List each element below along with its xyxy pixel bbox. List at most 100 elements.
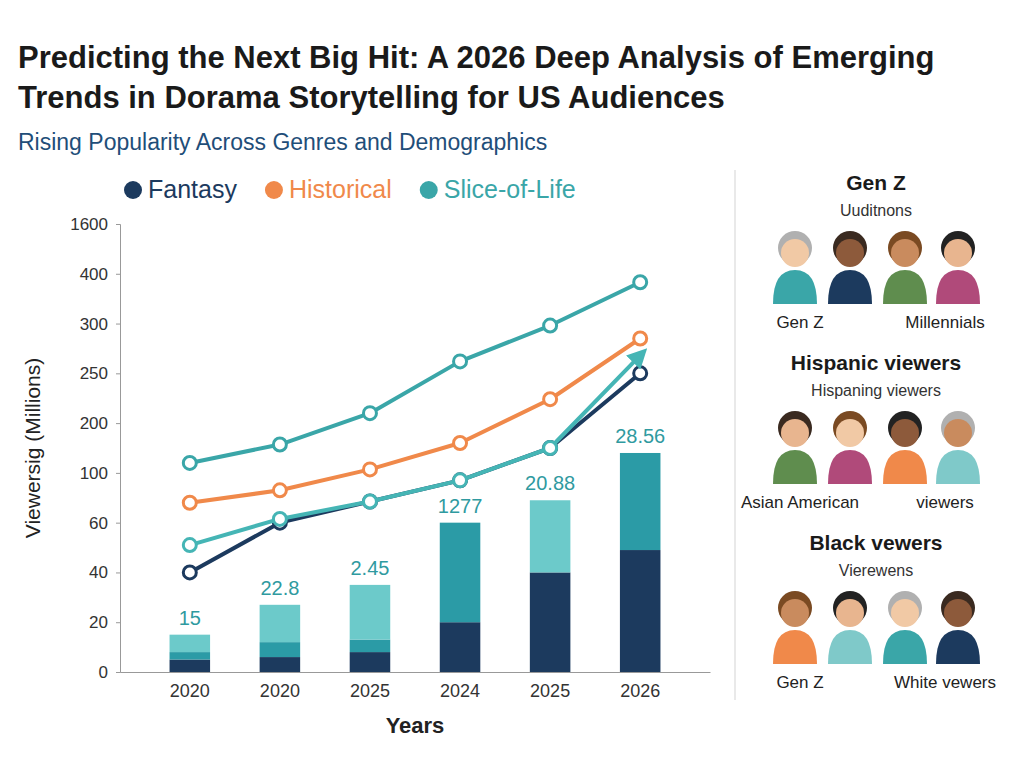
y-tick-mark	[116, 622, 120, 623]
legend-label: Fantasy	[148, 175, 237, 203]
group-caption: White vewers	[894, 673, 996, 692]
legend-item: Slice-of-Life	[420, 175, 576, 203]
bar	[350, 640, 391, 652]
point	[544, 319, 557, 332]
point	[363, 495, 376, 508]
point	[544, 393, 557, 406]
x-tick: 2025	[350, 672, 390, 701]
y-tick-label: 400	[80, 265, 108, 284]
y-tick: 1600	[70, 215, 120, 234]
y-tick-label: 300	[80, 314, 108, 333]
line	[190, 338, 640, 502]
bar	[530, 500, 571, 572]
group-caption: Asian American	[741, 493, 859, 512]
person-body	[773, 270, 817, 304]
bar-annotations: 1522.82.45127720.8828.56	[179, 425, 666, 629]
legend-swatch	[265, 181, 283, 199]
bar-annotation: 1277	[438, 495, 483, 517]
point	[363, 495, 376, 508]
y-tick-mark	[116, 423, 120, 424]
point	[634, 276, 647, 289]
y-tick: 400	[80, 265, 120, 284]
y-tick: 300	[80, 314, 120, 333]
y-tick-label: 1600	[70, 215, 108, 234]
x-tick: 2024	[440, 672, 480, 701]
line	[190, 355, 640, 545]
plot-area	[170, 276, 661, 672]
y-tick-mark	[116, 572, 120, 573]
group-heading: Black vewers	[809, 531, 942, 554]
x-tick: 2025	[530, 672, 570, 701]
point	[183, 566, 196, 579]
group-heading: Hispanic viewers	[791, 351, 961, 374]
person-body	[828, 630, 872, 664]
bar	[260, 657, 301, 672]
group-caption: Millennials	[905, 313, 984, 332]
x-tick-label: 2024	[440, 681, 480, 701]
person-body	[828, 450, 872, 484]
person-head	[891, 239, 919, 267]
point	[544, 442, 557, 455]
person-icon	[936, 231, 980, 304]
x-tick-label: 2020	[170, 681, 210, 701]
person-head	[781, 419, 809, 447]
x-tick: 2026	[620, 672, 660, 701]
legend-swatch	[420, 181, 438, 199]
person-head	[944, 599, 972, 627]
point	[183, 456, 196, 469]
person-head	[891, 419, 919, 447]
bar-annotation: 20.88	[525, 472, 575, 494]
point	[273, 438, 286, 451]
point	[363, 463, 376, 476]
background	[0, 0, 1024, 768]
point	[634, 367, 647, 380]
group-heading: Gen Z	[846, 171, 906, 194]
y-tick-label: 40	[89, 563, 108, 582]
point	[454, 437, 467, 450]
person-icon	[773, 411, 817, 484]
bar-series	[170, 550, 661, 672]
y-tick-mark	[116, 274, 120, 275]
point	[634, 332, 647, 345]
person-body	[936, 630, 980, 664]
legend-swatch	[124, 181, 142, 199]
bar-series	[170, 500, 571, 652]
y-tick: 20	[89, 613, 120, 632]
x-tick-label: 2025	[350, 681, 390, 701]
group-caption: viewers	[916, 493, 974, 512]
x-tick-label: 2025	[530, 681, 570, 701]
y-axis-line	[116, 225, 121, 673]
y-tick-label: 250	[80, 364, 108, 383]
y-tick-label: 200	[80, 414, 108, 433]
bar	[620, 550, 661, 672]
point	[363, 407, 376, 420]
x-axis-line	[121, 672, 711, 673]
demographics-panel: Gen ZUuditnonsGen ZMillennialsHispanic v…	[735, 170, 996, 700]
person-body	[773, 450, 817, 484]
person-icon	[936, 591, 980, 664]
person-head	[836, 419, 864, 447]
person-head	[891, 599, 919, 627]
y-axis-title: Viewersig (Millions)	[21, 358, 44, 539]
y-tick: 100	[80, 464, 120, 483]
bar-annotation: 15	[179, 607, 201, 629]
bar	[260, 605, 301, 642]
person-icon	[883, 591, 927, 664]
person-icon	[936, 411, 980, 484]
person-head	[781, 239, 809, 267]
legend-label: Historical	[289, 175, 392, 203]
group-subheading: Vierewens	[839, 562, 913, 579]
chart: Predicting the Next Big Hit: A 2026 Deep…	[0, 0, 1024, 768]
person-body	[936, 270, 980, 304]
y-tick-label: 20	[89, 613, 108, 632]
legend: Fantasy Historical Slice-of-Life	[124, 175, 576, 203]
person-body	[828, 270, 872, 304]
panel-divider	[734, 170, 736, 700]
title-line: Predicting the Next Big Hit: A 2026 Deep…	[18, 40, 934, 75]
bar	[440, 622, 481, 672]
point	[183, 496, 196, 509]
bar-annotation: 22.8	[260, 577, 299, 599]
y-tick: 0	[99, 663, 120, 682]
bar	[350, 652, 391, 672]
person-head	[836, 239, 864, 267]
